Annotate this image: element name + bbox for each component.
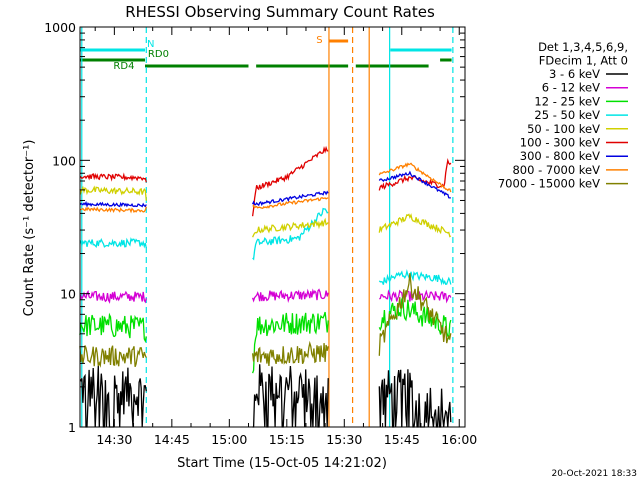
flag-label-s: S [316, 35, 322, 46]
y-tick-label: 10 [60, 287, 76, 302]
x-tick-label: 14:30 [96, 432, 132, 447]
legend-header-line-2: FDecim 1, Att 0 [539, 54, 628, 68]
legend-label-800-7000-kev: 800 - 7000 keV [512, 163, 600, 177]
legend-label-25-50-kev: 25 - 50 keV [534, 108, 600, 122]
legend-label-6-12-kev: 6 - 12 keV [542, 81, 600, 95]
x-tick-label: 15:30 [326, 432, 362, 447]
legend-label-7000-15000-kev: 7000 - 15000 keV [498, 177, 600, 191]
x-tick-label: 16:00 [441, 432, 477, 447]
series-line-25-50-kev [79, 207, 452, 286]
timestamp-label: 20-Oct-2021 18:33 [552, 469, 637, 479]
legend-label-100-300-kev: 100 - 300 keV [520, 136, 600, 150]
y-tick-label: 100 [52, 153, 76, 168]
flag-label-rd0: RD0 [148, 49, 169, 60]
y-axis-label: Count Rate (s⁻¹ detector⁻¹) [22, 140, 37, 317]
series-line-50-100-kev [79, 185, 452, 238]
x-axis-label: Start Time (15-Oct-05 14:21:02) [177, 456, 387, 471]
y-tick-label: 1000 [44, 20, 76, 35]
series-line-7000-15000-kev [79, 273, 452, 368]
y-tick-label: 1 [68, 420, 76, 435]
x-tick-label: 14:45 [154, 432, 190, 447]
legend-label-3-6-kev: 3 - 6 keV [549, 67, 600, 81]
series-line-800-7000-kev [79, 162, 452, 214]
series-line-12-25-kev [79, 296, 452, 374]
flag-label-rd4: RD4 [113, 61, 134, 72]
chart-title: RHESSI Observing Summary Count Rates [125, 3, 435, 21]
x-tick-label: 15:45 [384, 432, 420, 447]
legend-label-50-100-kev: 50 - 100 keV [527, 122, 600, 136]
x-tick-label: 15:00 [211, 432, 247, 447]
series-line-6-12-kev [79, 288, 452, 304]
x-tick-label: 15:15 [269, 432, 305, 447]
legend-label-12-25-kev: 12 - 25 keV [534, 94, 600, 108]
legend-label-300-800-kev: 300 - 800 keV [520, 149, 600, 163]
series-line-3-6-kev [79, 364, 452, 428]
flag-label-n: N [147, 39, 154, 50]
series-line-300-800-kev [79, 170, 451, 208]
plot-area-frame [79, 26, 466, 428]
legend-header-line-1: Det 1,3,4,5,6,9, [538, 40, 628, 54]
